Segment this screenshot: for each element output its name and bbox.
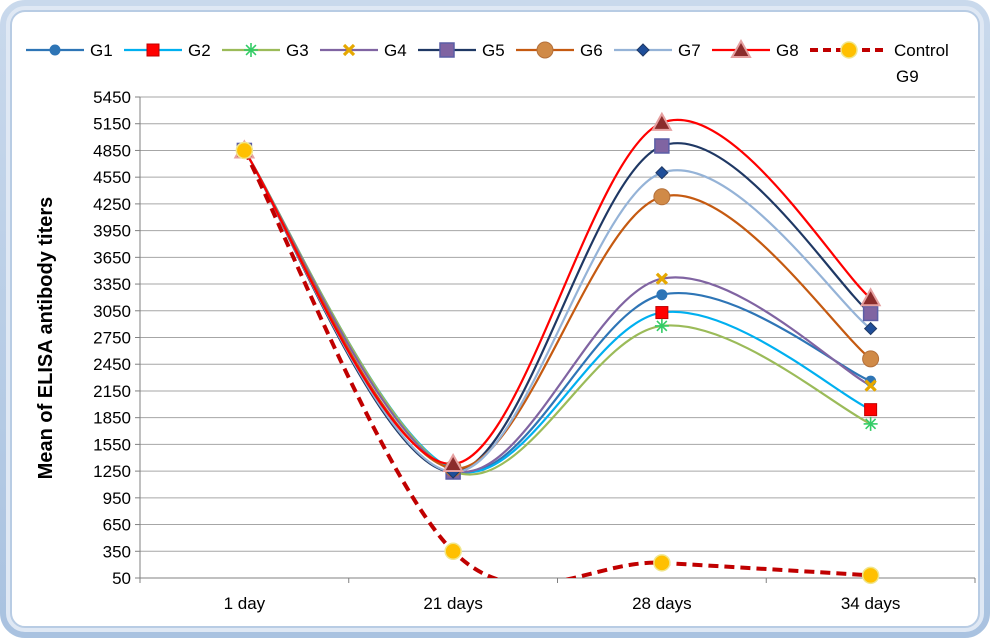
- y-tick-label: 4850: [93, 141, 131, 160]
- data-point-g2: [655, 306, 669, 320]
- legend-label: G2: [188, 41, 211, 60]
- legend-item-g5: G5: [418, 41, 505, 60]
- data-point-g4: [864, 379, 877, 392]
- y-tick-label: 50: [112, 569, 131, 588]
- y-tick-label: 5150: [93, 115, 131, 134]
- series-lines: [242, 118, 872, 578]
- legend-label-line2: G9: [896, 67, 919, 86]
- x-tick-label: 21 days: [423, 594, 483, 613]
- axes: 50 350 650 950 1250 1550 1850 2150 2450 2750 3050 3…: [93, 88, 976, 613]
- legend-item-g4: G4: [320, 41, 407, 60]
- y-tick-label: 3050: [93, 302, 131, 321]
- legend-marker: [636, 43, 650, 57]
- data-point-g8: [442, 452, 464, 472]
- data-point-control-g9: [235, 141, 254, 160]
- y-tick-label: 3950: [93, 222, 131, 241]
- legend-label: G3: [286, 41, 309, 60]
- y-tick-label: 1550: [93, 435, 131, 454]
- data-point-g7: [655, 166, 669, 180]
- data-point-g6: [653, 188, 671, 206]
- y-tick-label: 2150: [93, 382, 131, 401]
- legend: G1 G2 G3 G4 G5 G6 G7 G8 Control G9: [26, 38, 949, 86]
- legend-label: G4: [384, 41, 407, 60]
- legend-label: G7: [678, 41, 701, 60]
- data-point-g3: [654, 318, 669, 333]
- legend-label: Control: [894, 41, 949, 60]
- data-point-g8: [859, 287, 882, 307]
- legend-marker: [536, 41, 554, 59]
- data-point-control-g9: [653, 554, 671, 572]
- legend-label: G1: [90, 41, 113, 60]
- series-line-g4: [243, 149, 872, 473]
- data-point-g5: [654, 138, 670, 154]
- legend-marker: [342, 43, 356, 57]
- data-point-control-g9: [861, 566, 880, 585]
- x-tick-label: 34 days: [841, 594, 901, 613]
- legend-item-g1: G1: [26, 41, 113, 60]
- x-tick-label: 28 days: [632, 594, 692, 613]
- legend-marker: [244, 43, 258, 57]
- legend-label: G8: [776, 41, 799, 60]
- legend-marker: [439, 42, 455, 58]
- y-tick-label: 950: [103, 489, 131, 508]
- y-axis-title: Mean of ELISA antibody titers: [35, 197, 57, 480]
- legend-item-g7: G7: [614, 41, 701, 60]
- y-tick-label: 5450: [93, 88, 131, 107]
- data-point-g5: [862, 305, 879, 322]
- legend-marker: [146, 43, 160, 57]
- y-tick-label: 2750: [93, 329, 131, 348]
- data-point-g2: [864, 403, 878, 417]
- legend-label: G6: [580, 41, 603, 60]
- data-point-control-g9: [444, 542, 462, 561]
- series-markers: [233, 111, 882, 585]
- legend-marker: [730, 38, 752, 58]
- y-tick-label: 3650: [93, 248, 131, 267]
- data-point-g3: [863, 416, 878, 431]
- y-tick-label: 4250: [93, 195, 131, 214]
- y-tick-label: 1250: [93, 462, 131, 481]
- data-point-g6: [862, 350, 880, 368]
- legend-item-g8: G8: [712, 38, 799, 60]
- data-point-g4: [655, 272, 669, 285]
- data-point-g8: [651, 111, 673, 131]
- legend-marker: [49, 44, 61, 56]
- legend-marker: [840, 41, 858, 59]
- y-tick-label: 650: [103, 516, 131, 535]
- legend-item-control-g9: Control G9: [810, 41, 949, 86]
- legend-label: G5: [482, 41, 505, 60]
- grid-lines: [140, 96, 975, 579]
- data-point-g7: [863, 321, 878, 336]
- y-tick-label: 3350: [93, 275, 131, 294]
- data-point-g1: [656, 289, 668, 301]
- y-tick-label: 2450: [93, 355, 131, 374]
- y-tick-label: 1850: [93, 409, 131, 428]
- x-tick-label: 1 day: [224, 594, 266, 613]
- y-tick-label: 350: [103, 542, 131, 561]
- y-tick-label: 4550: [93, 168, 131, 187]
- series-line-g8: [243, 118, 872, 466]
- legend-item-g3: G3: [222, 41, 309, 60]
- legend-item-g2: G2: [124, 41, 211, 60]
- legend-item-g6: G6: [516, 41, 603, 60]
